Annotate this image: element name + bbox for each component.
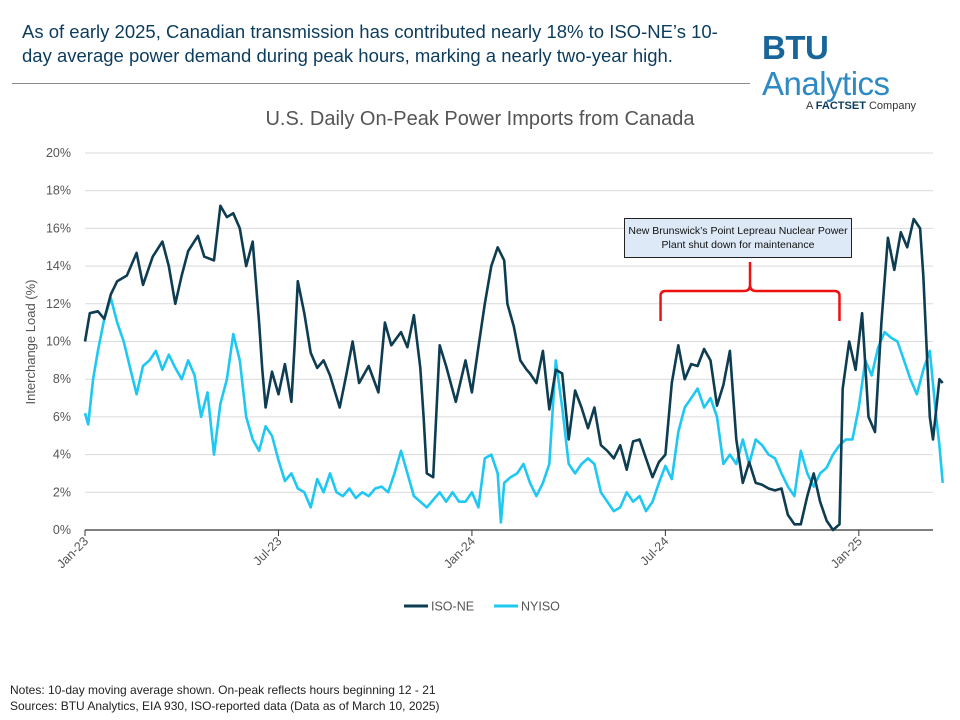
logo-brand-bold: BTU	[762, 29, 829, 66]
logo-tagline: A FACTSET Company	[806, 100, 952, 112]
x-tick-label: Jan-25	[828, 534, 865, 571]
annotation-bracket	[659, 262, 841, 321]
y-tick-label: 16%	[46, 221, 71, 235]
y-tick-label: 4%	[53, 448, 71, 462]
y-tick-label: 12%	[46, 297, 71, 311]
y-tick-label: 2%	[53, 485, 71, 499]
btu-analytics-logo: BTU Analytics A FACTSET Company	[762, 30, 952, 113]
x-tick-label: Jul-23	[251, 534, 285, 568]
y-tick-label: 10%	[46, 335, 71, 349]
headline: As of early 2025, Canadian transmission …	[22, 21, 718, 66]
headline-divider	[12, 83, 750, 84]
chart-title: U.S. Daily On-Peak Power Imports from Ca…	[265, 108, 695, 130]
y-tick-label: 20%	[46, 146, 71, 160]
series-lines	[83, 204, 944, 532]
x-tick-label: Jan-23	[54, 534, 91, 571]
y-axis-label: Interchange Load (%)	[23, 279, 38, 404]
logo-wordmark: BTU Analytics	[762, 30, 952, 102]
y-tick-label: 14%	[46, 259, 71, 273]
logo-sub-prefix: A	[806, 100, 816, 112]
annotation-box: New Brunswick’s Point Lepreau Nuclear Po…	[624, 218, 852, 258]
notes-line-2: Sources: BTU Analytics, EIA 930, ISO-rep…	[10, 699, 440, 713]
series-line-iso-ne	[83, 204, 944, 532]
y-tick-label: 0%	[53, 523, 71, 537]
logo-sub-bold: FACTSET	[815, 100, 866, 112]
x-tick-label: Jan-24	[441, 534, 478, 571]
y-axis-ticks: 0% 2% 4% 6% 8% 10% 12% 14% 16% 18% 20%	[46, 146, 71, 537]
logo-brand-rest: Analytics	[762, 65, 890, 102]
series-line-nyiso	[83, 296, 944, 524]
x-tick-label: Jul-24	[638, 534, 672, 568]
y-tick-label: 6%	[53, 410, 71, 424]
notes: Notes: 10-day moving average shown. On-p…	[10, 682, 440, 714]
legend-label: ISO-NE	[431, 600, 474, 614]
legend-label: NYISO	[521, 600, 560, 614]
gridlines	[85, 152, 933, 531]
logo-sub-suffix: Company	[865, 100, 917, 112]
legend: ISO-NE NYISO	[404, 600, 560, 614]
notes-line-1: Notes: 10-day moving average shown. On-p…	[10, 683, 436, 697]
y-tick-label: 18%	[46, 184, 71, 198]
annotation-bracket-path	[659, 262, 841, 321]
x-axis-ticks: Jan-23 Jul-23 Jan-24 Jul-24 Jan-25	[54, 530, 865, 571]
y-tick-label: 8%	[53, 372, 71, 386]
